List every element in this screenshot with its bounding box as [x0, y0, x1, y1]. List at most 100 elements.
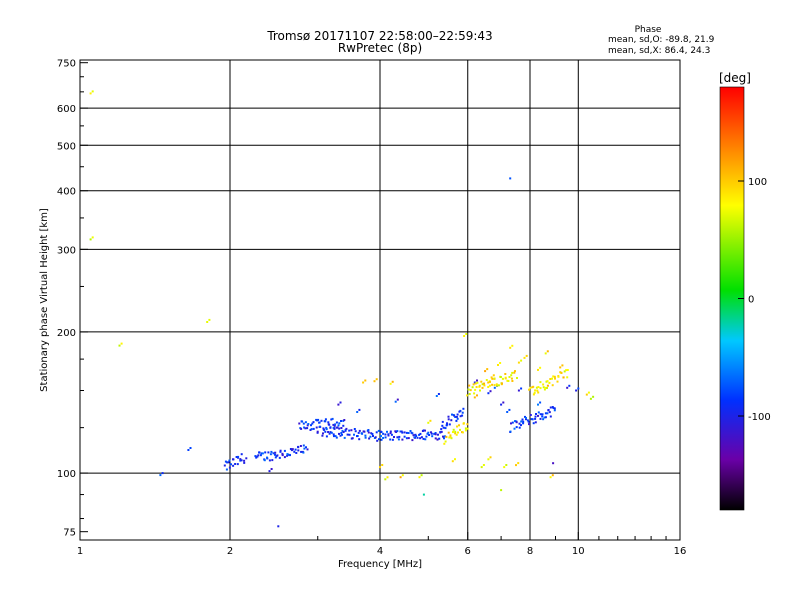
y-tick-label: 300 [57, 245, 76, 256]
data-point [268, 459, 271, 462]
data-point [297, 446, 300, 449]
data-point [384, 436, 387, 439]
data-point [552, 375, 555, 378]
data-point [444, 427, 447, 430]
data-point [325, 426, 328, 429]
data-point [430, 431, 432, 434]
data-point [489, 390, 492, 393]
data-point [493, 377, 496, 380]
stats-o-mode: mean, sd,O: -89.8, 21.9 [608, 35, 715, 45]
data-point [329, 426, 332, 429]
data-point [524, 415, 526, 418]
data-point [306, 427, 309, 430]
data-point [377, 429, 380, 432]
data-point [480, 380, 483, 383]
colorbar-ticks: -100 0 100 [738, 177, 771, 423]
data-point [514, 420, 516, 423]
data-point [424, 438, 427, 441]
data-point [338, 432, 340, 435]
data-point [484, 370, 487, 373]
data-point [302, 422, 305, 425]
data-point [448, 423, 451, 426]
data-point [534, 417, 537, 420]
data-point [485, 379, 488, 381]
data-point [420, 474, 423, 477]
data-point [514, 370, 516, 373]
data-point [535, 413, 537, 415]
data-point [537, 386, 540, 388]
data-point [499, 376, 502, 378]
data-point [236, 463, 239, 466]
data-point [369, 435, 372, 438]
data-point [534, 389, 537, 392]
data-point [368, 437, 371, 440]
data-point [455, 415, 458, 418]
data-point [509, 346, 512, 349]
data-point [228, 459, 231, 462]
data-point [544, 412, 547, 415]
data-point [517, 389, 520, 392]
data-point [537, 411, 540, 414]
data-point [334, 423, 337, 426]
data-point [306, 448, 309, 451]
data-point [380, 435, 382, 438]
grid-lines [80, 60, 680, 540]
y-tick-label: 100 [57, 469, 76, 480]
data-point [537, 414, 539, 417]
data-point [272, 452, 275, 455]
data-point [393, 436, 395, 438]
data-point [434, 437, 437, 440]
data-point [382, 432, 385, 435]
data-point [301, 420, 304, 423]
data-point [440, 428, 443, 431]
data-point [286, 453, 289, 456]
data-point [589, 397, 592, 400]
data-point [335, 436, 338, 439]
data-point [323, 428, 326, 431]
data-point [337, 424, 340, 427]
data-point [335, 421, 338, 424]
data-point [318, 425, 321, 428]
data-point [491, 383, 494, 386]
data-point [306, 424, 309, 427]
data-point [254, 455, 257, 458]
data-point [391, 438, 394, 441]
data-point [442, 435, 444, 438]
data-point [332, 423, 335, 426]
data-point [440, 430, 443, 433]
data-point [353, 433, 355, 436]
data-point [427, 421, 430, 424]
data-point [389, 430, 392, 433]
data-point [226, 461, 229, 464]
data-point [364, 436, 367, 439]
data-point [548, 411, 551, 414]
data-point [543, 416, 546, 419]
data-point [270, 468, 273, 470]
data-point [527, 420, 530, 423]
data-point [531, 418, 534, 421]
data-point [491, 377, 494, 380]
data-point [358, 408, 361, 411]
data-point [340, 427, 343, 429]
data-point [560, 371, 563, 374]
data-point [403, 431, 406, 434]
data-point [243, 459, 246, 462]
data-point [339, 434, 342, 437]
data-point [304, 427, 307, 430]
data-point [396, 398, 399, 401]
data-point [412, 434, 415, 437]
data-point [474, 382, 477, 385]
data-point [330, 431, 333, 434]
data-point [539, 417, 542, 420]
data-point [502, 401, 505, 404]
data-point [267, 451, 270, 454]
data-point [279, 450, 282, 453]
data-point [407, 437, 410, 440]
data-point [499, 362, 502, 364]
data-point [443, 435, 446, 438]
data-point [511, 421, 514, 424]
data-point [409, 430, 412, 432]
data-point [513, 427, 516, 430]
axis-ticks: 1 2 4 6 8 10 16 75 100 200 300 400 500 600 750 [57, 59, 686, 557]
data-point [428, 434, 431, 436]
